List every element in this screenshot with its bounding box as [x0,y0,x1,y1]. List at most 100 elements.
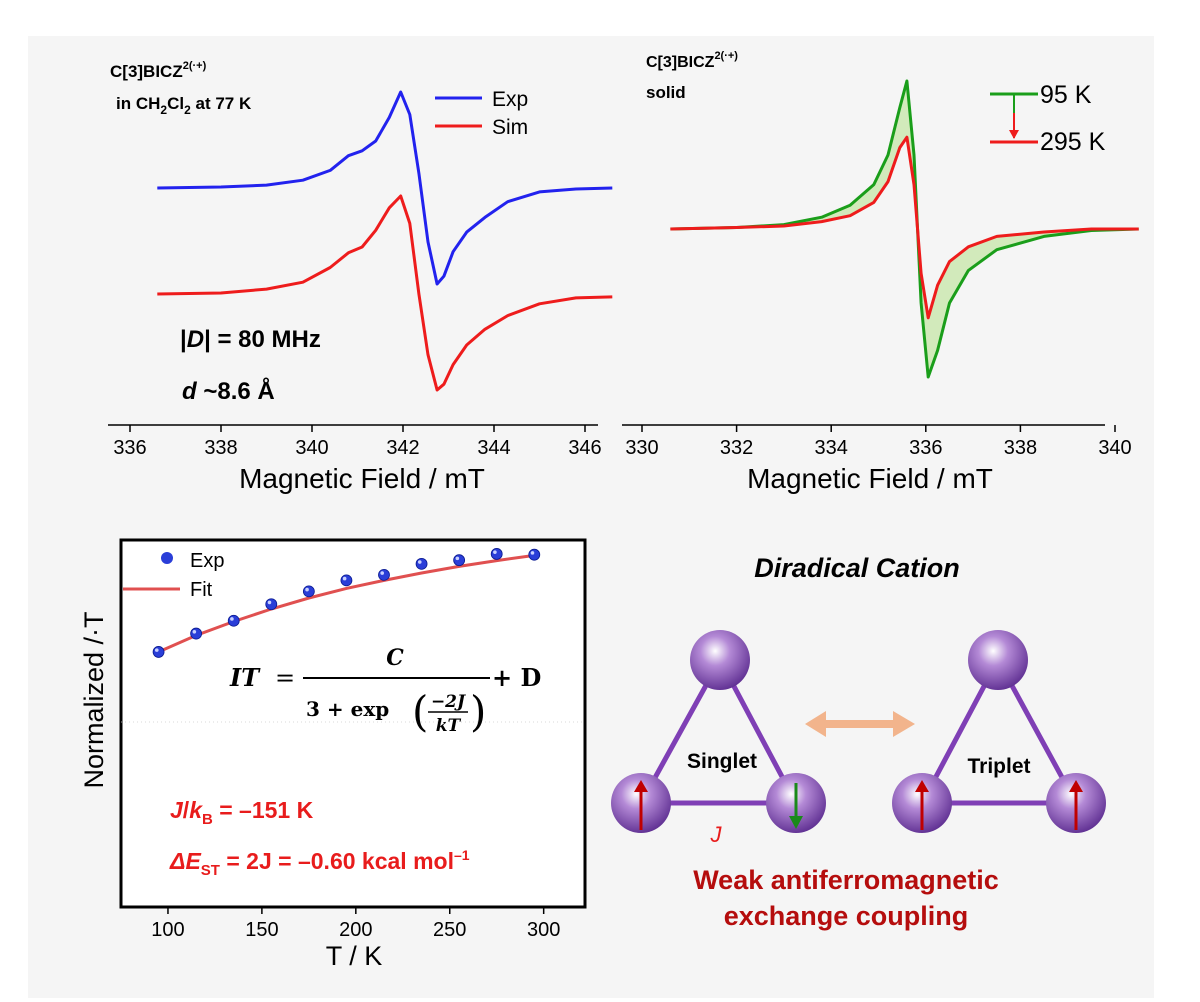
data-point [302,585,315,598]
panel-b-subtitle: solid [646,83,686,102]
zero-field-splitting-label: |D| = 80 MHz [180,326,321,353]
diagram-title: Diradical Cation [754,553,960,583]
x-b-tick-label: 334 [815,437,848,459]
coupling-constant-label: J/kB = –151 K [170,797,314,828]
data-point [340,574,353,587]
data-point-highlight [267,600,272,605]
legend-c-fit-label: Fit [190,579,213,601]
triplet-triangle [917,654,1081,806]
data-point-highlight [230,617,234,621]
x-a-tick-label: 346 [568,437,601,459]
equation-equals: = [275,664,295,692]
x-b-tick-label: 330 [625,437,658,459]
x-ticks-a: 336 338 340 342 344 346 [113,425,602,459]
temperature-legend: 95 K 295 K [990,81,1106,156]
legend-exp-label: Exp [492,88,528,111]
right-paren: ) [470,687,486,736]
data-point [152,646,165,658]
x-b-tick-label: 332 [720,437,753,459]
caption-line-2: exchange coupling [724,901,969,931]
legend-295k-label: 295 K [1040,128,1106,156]
data-point [453,554,466,567]
data-point-highlight [342,576,347,581]
x-ticks-c: 100 150 200 250 300 [151,907,560,941]
data-point [227,614,240,627]
spin-down-arrow-icon [789,783,803,829]
x-ticks-b: 330 332 334 336 338 340 [625,425,1132,459]
data-point-highlight [493,550,497,554]
exponent-numerator: −2J [431,692,466,712]
data-point [378,568,390,581]
x-axis-c-label: T / K [326,941,383,971]
x-a-tick-label: 342 [386,437,419,459]
coupling-j-label: J [710,822,723,847]
data-point-highlight [380,571,384,575]
data-point-highlight [530,551,535,555]
epr-solid-panel: C[3]BICZ2(·+) solid 95 K 295 K 330 332 334… [622,50,1139,494]
diradical-diagram: Diradical Cation Singlet J [611,553,1106,931]
panel-b-title: C[3]BICZ2(·+) [646,50,738,71]
fit-equation: IT = C 3 + exp ( −2J kT ) + D [229,645,541,736]
spectrum-295k-line [670,135,1139,320]
data-point [528,548,541,561]
fit-line [157,553,535,654]
panel-a-title: C[3]BICZ2(·+) [110,60,207,81]
x-c-tick-label: 200 [339,919,372,941]
triplet-spin-up-arrow-icon-2 [1069,780,1083,830]
data-point-highlight [192,629,197,634]
data-point [265,598,278,611]
equation-denominator: 3 + exp [306,697,389,721]
x-c-tick-label: 300 [527,919,560,941]
susceptibility-panel: Exp Fit IT = C 3 + exp ( −2J kT ) + D J/… [79,538,587,971]
legend-sim-label: Sim [492,116,528,139]
legend-95k-label: 95 K [1040,81,1092,109]
triplet-label: Triplet [967,755,1030,778]
exponent-denominator: kT [436,716,462,736]
y-axis-c-label: Normalized /·T [79,611,109,788]
singlet-label: Singlet [687,750,757,773]
x-a-tick-label: 340 [295,437,328,459]
spin-up-arrow-icon [634,780,648,830]
data-point-highlight [154,648,159,652]
data-point [190,627,203,640]
equation-plus-d: + D [492,663,541,692]
x-axis-b-label: Magnetic Field / mT [747,463,993,494]
x-axis-a-label: Magnetic Field / mT [239,463,485,494]
spectrum-95k-line [670,79,1139,379]
epr-solution-panel: C[3]BICZ2(·+) in CH2Cl2 at 77 K Exp Sim … [108,60,613,494]
exp-spectrum-line [157,90,613,286]
x-b-tick-label: 338 [1004,437,1037,459]
x-b-tick-label: 340 [1098,437,1131,459]
equilibrium-double-arrow-icon [805,711,915,737]
legend-c-exp-label: Exp [190,550,224,572]
distance-label: d ~8.6 Å [182,377,275,405]
equation-numerator: C [386,645,404,671]
data-point-highlight [305,587,309,592]
data-point-highlight [417,560,422,564]
data-point [415,557,428,570]
equation-lhs: IT [229,663,261,692]
plot-frame-c [119,538,587,909]
legend-down-arrow-icon [1009,130,1019,139]
singlet-triplet-gap-label: ΔEST = 2J = –0.60 kcal mol–1 [169,847,470,879]
sim-spectrum-line [157,194,613,392]
x-b-tick-label: 336 [909,437,942,459]
singlet-triangle [636,654,801,806]
x-c-tick-label: 100 [151,919,184,941]
caption-line-1: Weak antiferromagnetic [693,865,999,895]
x-a-tick-label: 344 [477,437,510,459]
data-point [490,548,503,560]
left-paren: ( [412,687,428,736]
triplet-top-sphere [968,630,1028,690]
singlet-top-sphere [690,630,750,690]
legend-exp-marker [161,552,173,564]
x-c-tick-label: 250 [433,919,466,941]
x-c-tick-label: 150 [245,919,278,941]
triplet-spin-up-arrow-icon [915,780,929,830]
panel-a-subtitle: in CH2Cl2 at 77 K [116,94,252,117]
x-a-tick-label: 336 [113,437,146,459]
x-a-tick-label: 338 [204,437,237,459]
data-point-highlight [455,556,460,561]
exp-points [152,548,541,658]
